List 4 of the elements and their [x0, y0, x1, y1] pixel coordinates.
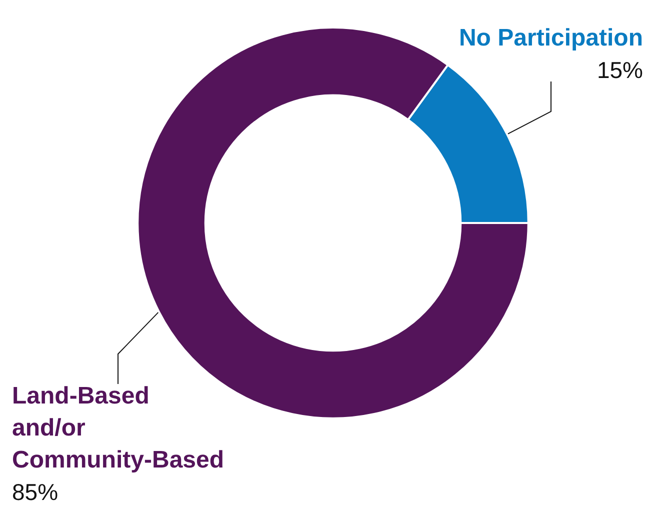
- slice-label: No Participation: [458, 24, 643, 52]
- data-label: 15%: [596, 57, 643, 83]
- data-label: 85%: [12, 479, 58, 505]
- slice-label: Land-Based and/or Community-Based: [12, 382, 224, 474]
